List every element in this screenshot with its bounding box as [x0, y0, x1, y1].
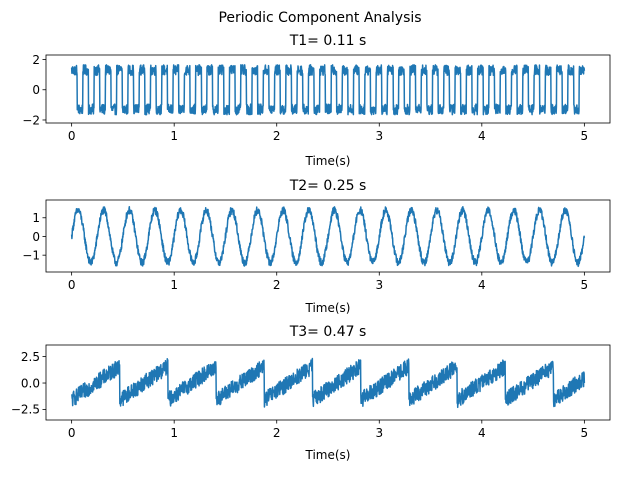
panel-3-x-tick-label: 3	[375, 426, 383, 440]
panel-3-y-tick-label: −2.5	[11, 403, 40, 417]
panel-1-x-tick-label: 5	[581, 129, 589, 143]
panel-1-x-tick-label: 4	[478, 129, 486, 143]
panel-3-series-line	[71, 357, 586, 409]
panel-1-axes-frame	[45, 54, 611, 124]
panel-2-x-tick-label: 5	[581, 278, 589, 292]
panel-1-x-tick-label: 3	[375, 129, 383, 143]
panel-2-y-tick-label: 1	[32, 211, 40, 225]
panel-3-x-tick-label: 5	[581, 426, 589, 440]
subplots: T1= 0.11 s 0 1 2 3 4 5 −2 0 2 Time(s) T2= 0.25 s 0 1 2…	[11, 33, 611, 462]
panel-2-x-tick-label: 2	[273, 278, 281, 292]
panel-2: T2= 0.25 s 0 1 2 3 4 5 −1 0 1 Time(s)	[22, 178, 611, 315]
panel-2-title: T2= 0.25 s	[289, 178, 367, 194]
panel-3-y-tick-label: 2.5	[21, 350, 40, 364]
panel-1: T1= 0.11 s 0 1 2 3 4 5 −2 0 2 Time(s)	[22, 33, 611, 168]
panel-1-x-axis-label: Time(s)	[305, 154, 351, 168]
panel-2-axes-frame	[45, 199, 611, 273]
panel-3-x-axis-label: Time(s)	[305, 448, 351, 462]
panel-3: T3= 0.47 s 0 1 2 3 4 5 −2.5 0.0 2.5 Time(s)	[11, 324, 611, 462]
figure-suptitle: Periodic Component Analysis	[218, 10, 421, 26]
panel-1-y-tick-label: 2	[32, 53, 40, 67]
panel-3-x-tick-label: 0	[68, 426, 76, 440]
panel-3-x-tick-label: 4	[478, 426, 486, 440]
panel-2-x-tick-label: 4	[478, 278, 486, 292]
panel-2-y-tick-label: 0	[32, 230, 40, 244]
panel-2-x-tick-label: 3	[375, 278, 383, 292]
panel-1-series-line	[70, 64, 586, 116]
panel-2-x-tick-label: 0	[68, 278, 76, 292]
panel-2-y-tick-label: −1	[22, 248, 40, 262]
panel-1-x-tick-label: 1	[170, 129, 178, 143]
panel-3-y-tick-label: 0.0	[21, 376, 40, 390]
panel-1-y-tick-label: −2	[22, 113, 40, 127]
panel-1-x-tick-label: 0	[68, 129, 76, 143]
panel-3-title: T3= 0.47 s	[289, 324, 367, 340]
panel-3-axes-frame	[45, 344, 611, 421]
panel-3-x-tick-label: 1	[170, 426, 178, 440]
panel-2-x-tick-label: 1	[170, 278, 178, 292]
panel-3-x-tick-label: 2	[273, 426, 281, 440]
panel-1-y-tick-label: 0	[32, 83, 40, 97]
panel-1-x-tick-label: 2	[273, 129, 281, 143]
panel-2-x-axis-label: Time(s)	[305, 301, 351, 315]
panel-1-title: T1= 0.11 s	[289, 33, 367, 49]
panel-2-series-line	[70, 205, 586, 268]
